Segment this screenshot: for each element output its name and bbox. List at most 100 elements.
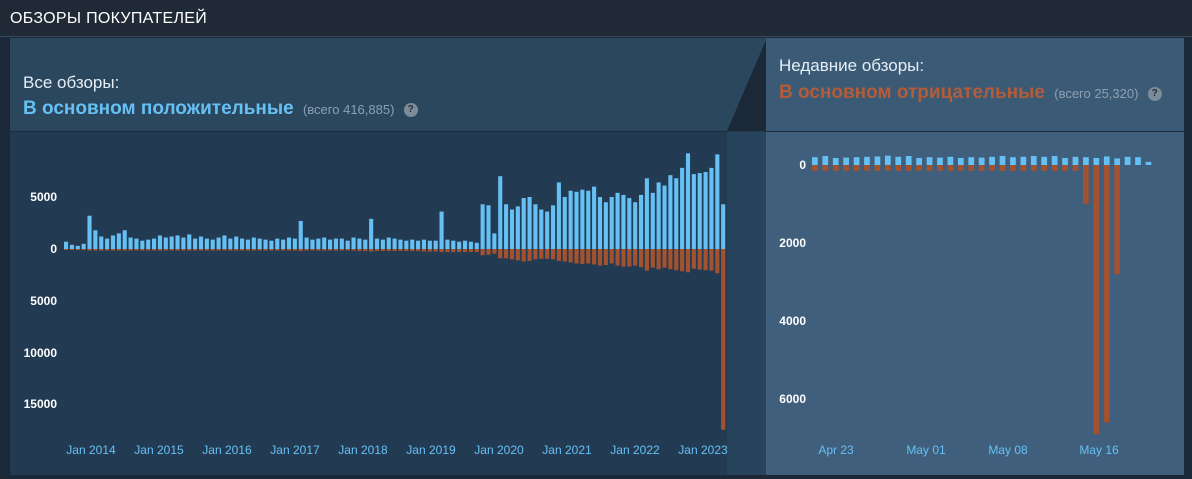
negative-bar — [357, 249, 362, 252]
negative-bar — [152, 249, 157, 251]
x-tick-label: Jan 2014 — [66, 443, 116, 457]
positive-bar — [462, 240, 468, 249]
negative-bar — [1103, 165, 1110, 423]
negative-bar — [539, 249, 544, 259]
negative-bar — [999, 165, 1006, 171]
positive-bar — [680, 167, 685, 249]
negative-bar — [1030, 165, 1037, 171]
positive-bar — [603, 202, 608, 249]
positive-bar — [874, 156, 881, 165]
negative-bar — [853, 165, 860, 171]
positive-bar — [685, 153, 691, 249]
positive-bar — [298, 220, 303, 249]
positive-bar — [193, 238, 198, 249]
positive-bar — [1072, 156, 1079, 165]
negative-bar — [386, 249, 391, 252]
positive-bar — [545, 211, 550, 249]
positive-bar — [75, 245, 80, 249]
negative-bar — [633, 249, 638, 266]
positive-bar — [905, 156, 912, 165]
positive-bar — [286, 237, 292, 249]
x-tick-label: May 08 — [988, 443, 1028, 457]
positive-bar — [515, 206, 520, 249]
positive-bar — [263, 239, 268, 249]
positive-bar — [451, 240, 456, 249]
positive-bar — [187, 234, 192, 249]
positive-bar — [240, 238, 245, 249]
negative-bar — [99, 249, 104, 251]
section-title: ОБЗОРЫ ПОКУПАТЕЛЕЙ — [10, 10, 208, 27]
overall-reviews-label: Все обзоры: — [23, 73, 120, 92]
positive-bar — [251, 237, 256, 249]
positive-bar — [884, 155, 891, 165]
negative-bar — [292, 249, 297, 251]
positive-bar — [457, 241, 462, 249]
negative-bar — [527, 249, 532, 261]
negative-bar — [492, 249, 497, 254]
positive-bar — [568, 190, 573, 249]
overall-reviews-summary[interactable]: В основном положительные (всего 416,885)… — [23, 98, 418, 120]
negative-bar — [421, 249, 427, 252]
positive-bar — [926, 157, 933, 165]
overall-reviews-header: Все обзоры: В основном положительные (вс… — [10, 38, 766, 131]
negative-bar — [433, 249, 438, 252]
help-icon[interactable]: ? — [403, 103, 418, 117]
divider — [766, 131, 1184, 132]
negative-bar — [574, 249, 579, 264]
negative-bar — [75, 249, 80, 251]
negative-bar — [146, 249, 151, 251]
positive-bar — [674, 178, 679, 249]
positive-bar — [316, 238, 321, 249]
negative-bar — [351, 249, 356, 251]
x-tick-label: Apr 23 — [818, 443, 854, 457]
negative-bar — [644, 249, 649, 271]
negative-bar — [416, 249, 421, 252]
negative-bar — [721, 249, 726, 430]
positive-bar — [421, 239, 427, 249]
positive-bar — [468, 241, 473, 249]
positive-bar — [864, 156, 870, 165]
positive-bar — [550, 205, 556, 249]
positive-bar — [1020, 156, 1027, 165]
negative-bar — [1072, 165, 1079, 171]
positive-bar — [1093, 157, 1100, 165]
positive-bar — [228, 238, 233, 249]
positive-bar — [222, 235, 227, 249]
negative-bar — [515, 249, 520, 261]
negative-bar — [69, 249, 74, 251]
negative-bar — [322, 249, 327, 251]
negative-bar — [592, 249, 597, 265]
positive-bar — [937, 157, 943, 165]
positive-bar — [586, 190, 591, 249]
positive-bar — [656, 182, 661, 249]
negative-bar — [339, 249, 344, 251]
negative-bar — [445, 249, 450, 253]
positive-bar — [351, 237, 356, 249]
positive-bar — [1145, 161, 1152, 165]
positive-bar — [947, 156, 954, 165]
positive-bar — [812, 157, 818, 165]
negative-bar — [638, 249, 644, 268]
negative-bar — [668, 249, 673, 270]
positive-bar — [281, 239, 286, 249]
help-icon[interactable]: ? — [1147, 87, 1162, 101]
negative-bar — [181, 249, 186, 251]
y-tick-label: 0 — [50, 242, 57, 256]
positive-bar — [662, 185, 667, 249]
positive-bar — [822, 156, 829, 165]
negative-bar — [193, 249, 198, 251]
negative-bar — [169, 249, 174, 251]
recent-reviews-header: Недавние обзоры: В основном отрицательны… — [766, 38, 1184, 131]
positive-bar — [843, 157, 850, 165]
positive-bar — [474, 242, 479, 249]
recent-reviews-summary[interactable]: В основном отрицательные (всего 25,320) … — [779, 82, 1162, 104]
negative-bar — [175, 249, 180, 251]
negative-bar — [269, 249, 274, 251]
positive-bar — [1030, 156, 1037, 165]
positive-bar — [439, 211, 444, 249]
negative-bar — [257, 249, 262, 251]
positive-bar — [703, 172, 708, 249]
overall-summary-text: В основном положительные — [23, 98, 294, 119]
negative-bar — [884, 165, 891, 171]
x-tick-label: May 01 — [906, 443, 946, 457]
